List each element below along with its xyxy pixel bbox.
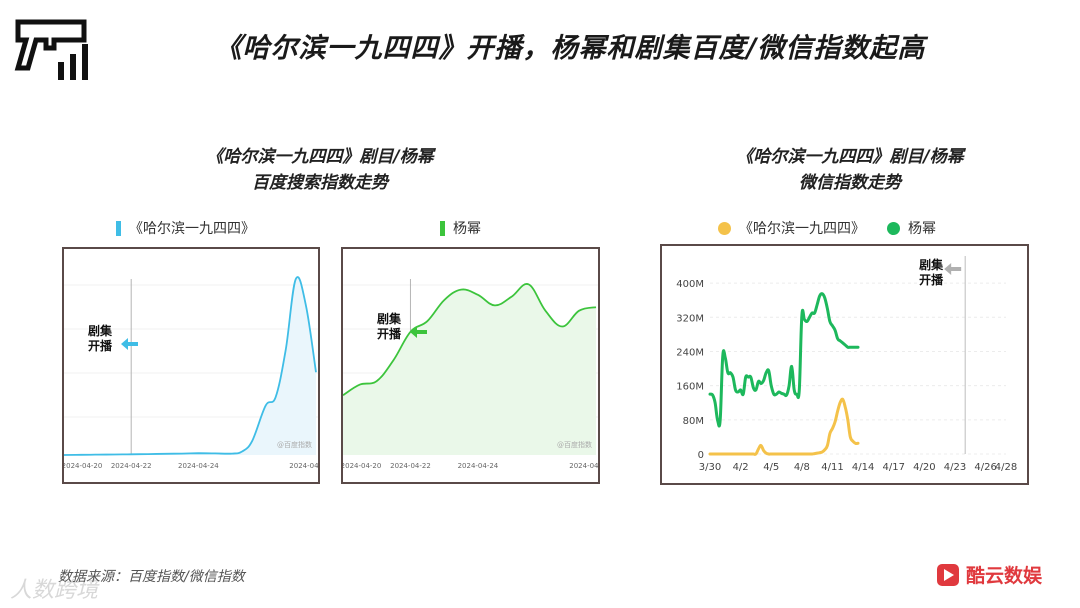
wechat-panel: 0 80M 160M 240M 320M 400M 3/30 4/2 4/5 4/8 4/11 4/1… [660,244,1029,485]
launch-annotation-line1: 剧集 [377,311,402,326]
x-tick-label: 4/20 [913,462,935,473]
x-tick-label: 2024-04-22 [111,462,152,470]
left-section-title-line1: 《哈尔滨一九四四》剧目/杨幂 [206,147,434,167]
legend-wechat: 《哈尔滨一九四四》 杨幂 [718,218,936,238]
series-area [343,283,596,455]
baidu-yangmi-panel: 2024-04-20 2024-04-22 2024-04-24 2024-04-2?… [341,247,610,484]
legend-baidu-yangmi: 杨幂 [440,218,481,238]
legend-swatch-wechat-drama [718,221,731,235]
footer-source: 数据来源：百度指数/微信指数 [58,569,245,585]
launch-arrow-icon [121,338,138,350]
legend-swatch-drama [116,220,121,236]
x-tick-label: 4/8 [794,462,810,473]
chart-logo-icon [14,19,88,80]
launch-arrow-icon [944,263,962,275]
series-line [342,283,597,396]
x-tick-label: 2024-04-20 [343,462,381,470]
launch-annotation-line2: 开播 [88,338,113,353]
launch-annotation-line1: 剧集 [88,323,113,338]
series-line [63,276,317,456]
y-tick-label: 160M [676,382,704,393]
x-tick-label: 4/2 [733,462,749,473]
right-section-title-line2: 微信指数走势 [799,173,901,193]
series-line [708,292,860,428]
y-tick-label: 400M [676,279,704,290]
brand-play-icon [937,563,959,586]
right-section-title-line1: 《哈尔滨一九四四》剧目/杨幂 [736,147,964,167]
left-section-title: 《哈尔滨一九四四》剧目/杨幂 百度搜索指数走势 [150,144,490,196]
x-tick-label: 2024-04-20 [64,462,102,470]
x-tick-label: 2024-04-24 [178,462,219,470]
x-tick-label: 4/28 [995,462,1017,473]
x-tick-label: 4/14 [852,462,874,473]
x-tick-label: 4/5 [763,462,779,473]
launch-arrow-icon [410,326,427,338]
x-tick-label: 4/17 [882,462,904,473]
legend-label-wechat-drama: 《哈尔滨一九四四》 [739,221,865,237]
right-section-title: 《哈尔滨一九四四》剧目/杨幂 微信指数走势 [680,144,1020,196]
chart-watermark: @百度指数 [277,440,312,449]
x-tick-label: 4/26 [974,462,996,473]
launch-annotation-line2: 开播 [919,272,944,287]
legend-swatch-yangmi [440,220,445,236]
launch-annotation-line1: 剧集 [919,257,944,272]
x-tick-label: 4/23 [944,462,966,473]
y-tick-label: 320M [676,313,704,324]
x-tick-label: 2024-04-22 [390,462,431,470]
series-area [64,277,316,455]
launch-annotation-line2: 开播 [377,326,402,341]
legend-label-yangmi: 杨幂 [453,221,481,237]
page-title: 《哈尔滨一九四四》开播，杨幂和剧集百度/微信指数起高 [214,33,926,64]
baidu-yangmi-chart: 2024-04-20 2024-04-22 2024-04-24 2024-04-2?… [341,279,610,470]
y-tick-label: 0 [698,450,704,461]
y-tick-label: 80M [683,416,704,427]
left-section-title-line2: 百度搜索指数走势 [252,173,388,193]
x-tick-label: 2024-04-24 [458,462,499,470]
x-tick-label: 3/30 [699,462,721,473]
legend-label-drama: 《哈尔滨一九四四》 [129,221,255,237]
legend-label-wechat-yangmi: 杨幂 [908,221,936,237]
brand-logo: 酷云数娱 [936,561,1042,588]
series-line [708,397,860,456]
x-tick-label: 2024-04-2? [569,462,598,470]
x-tick-label: 4/11 [821,462,843,473]
legend-baidu-drama: 《哈尔滨一九四四》 [116,218,255,238]
chart-watermark: @百度指数 [557,440,592,449]
brand-name: 酷云数娱 [966,565,1043,587]
baidu-drama-chart: 2024-04-20 2024-04-22 2024-04-24 2024-04-2?… [62,276,330,470]
wechat-chart: 0 80M 160M 240M 320M 400M 3/30 4/2 4/5 4/8 4/11 4/1… [676,256,1017,473]
legend-swatch-wechat-yangmi [887,221,900,235]
baidu-drama-panel: 2024-04-20 2024-04-22 2024-04-24 2024-04-2?… [62,247,330,484]
y-tick-label: 240M [676,347,704,358]
x-tick-label: 2024-04-2? [289,462,318,470]
footer-watermark: 人数跨境 [10,578,99,603]
